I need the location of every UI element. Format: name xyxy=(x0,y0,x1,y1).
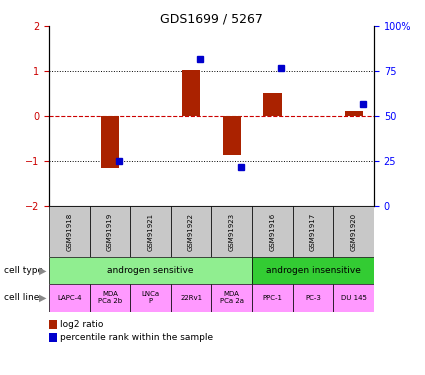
Text: GSM91922: GSM91922 xyxy=(188,213,194,250)
Bar xyxy=(171,284,211,312)
Bar xyxy=(252,284,293,312)
Text: log2 ratio: log2 ratio xyxy=(60,320,103,329)
Title: GDS1699 / 5267: GDS1699 / 5267 xyxy=(160,12,263,25)
Bar xyxy=(90,206,130,257)
Bar xyxy=(49,284,90,312)
Text: DU 145: DU 145 xyxy=(341,295,367,301)
Bar xyxy=(130,284,171,312)
Text: GSM91917: GSM91917 xyxy=(310,212,316,251)
Text: ▶: ▶ xyxy=(39,266,47,275)
Text: LNCa
P: LNCa P xyxy=(142,291,159,304)
Bar xyxy=(293,206,333,257)
Text: ▶: ▶ xyxy=(39,293,47,303)
Text: MDA
PCa 2b: MDA PCa 2b xyxy=(98,291,122,304)
Text: androgen insensitive: androgen insensitive xyxy=(266,266,360,275)
Text: PPC-1: PPC-1 xyxy=(262,295,282,301)
Text: percentile rank within the sample: percentile rank within the sample xyxy=(60,333,212,342)
Bar xyxy=(252,257,374,284)
Text: GSM91921: GSM91921 xyxy=(147,213,153,250)
Bar xyxy=(49,206,90,257)
Bar xyxy=(182,70,200,116)
Bar xyxy=(211,206,252,257)
Bar xyxy=(49,257,252,284)
Bar xyxy=(211,284,252,312)
Text: MDA
PCa 2a: MDA PCa 2a xyxy=(220,291,244,304)
Bar xyxy=(333,206,374,257)
Text: PC-3: PC-3 xyxy=(305,295,321,301)
Text: cell type: cell type xyxy=(4,266,43,275)
Bar xyxy=(333,284,374,312)
Text: LAPC-4: LAPC-4 xyxy=(57,295,82,301)
Text: GSM91916: GSM91916 xyxy=(269,212,275,251)
Bar xyxy=(263,93,281,116)
Text: androgen sensitive: androgen sensitive xyxy=(107,266,194,275)
Bar xyxy=(252,206,293,257)
Bar xyxy=(130,206,171,257)
Bar xyxy=(101,116,119,168)
Bar xyxy=(223,116,241,154)
Text: cell line: cell line xyxy=(4,293,40,302)
Text: GSM91923: GSM91923 xyxy=(229,213,235,250)
Bar xyxy=(293,284,333,312)
Text: 22Rv1: 22Rv1 xyxy=(180,295,202,301)
Bar xyxy=(345,111,363,116)
Bar xyxy=(171,206,211,257)
Bar xyxy=(90,284,130,312)
Text: GSM91919: GSM91919 xyxy=(107,212,113,251)
Text: GSM91920: GSM91920 xyxy=(351,213,357,250)
Text: GSM91918: GSM91918 xyxy=(66,212,72,251)
